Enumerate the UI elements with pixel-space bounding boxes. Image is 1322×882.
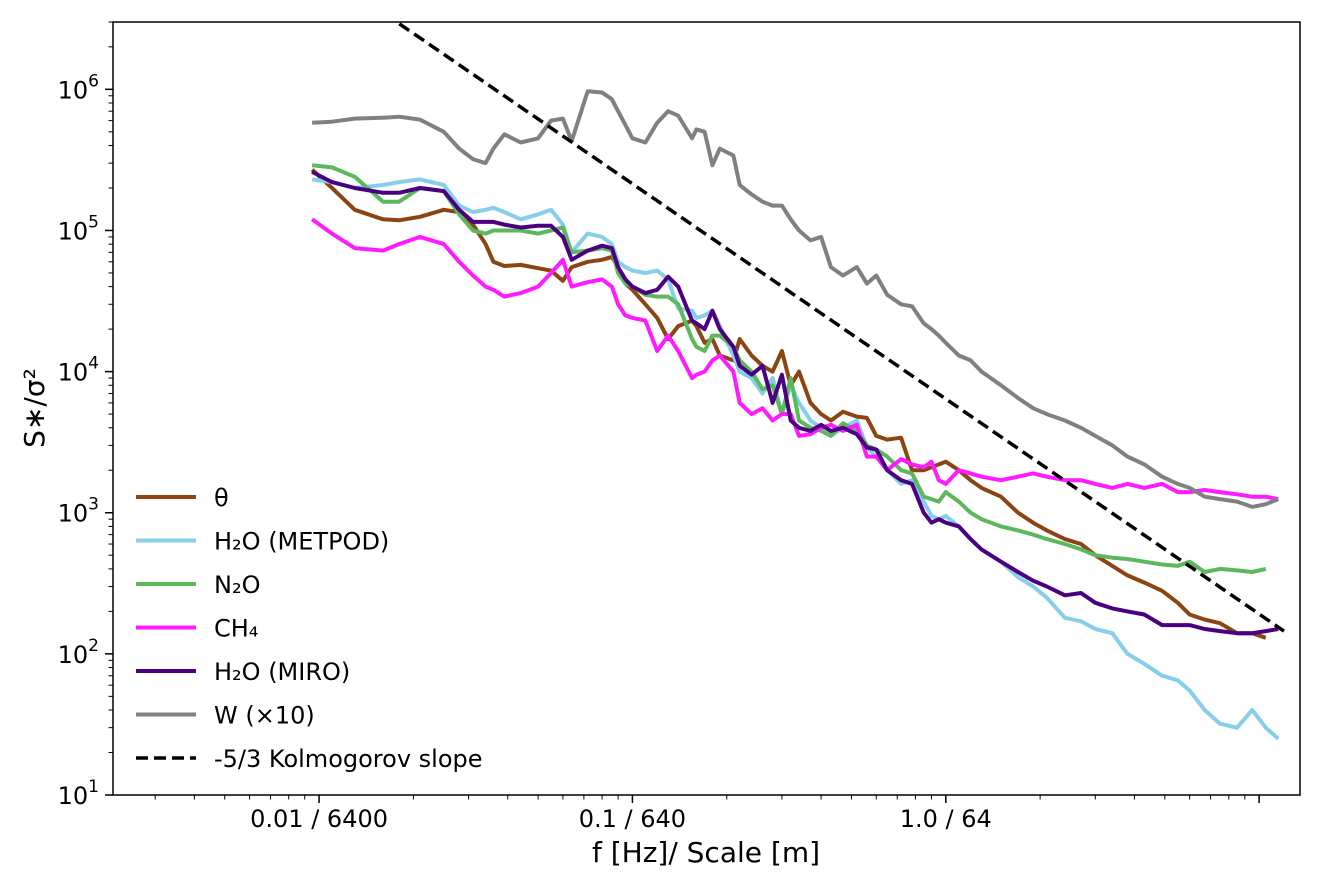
y-tick-label: 105	[58, 212, 99, 245]
y-tick-label: 101	[58, 777, 99, 810]
y-tick-label: 102	[58, 636, 99, 669]
legend-entry-label: H₂O (METPOD)	[214, 528, 389, 556]
series-line-3	[310, 217, 1279, 502]
series-line-5	[311, 89, 1279, 509]
y-tick-label: 104	[58, 354, 99, 387]
x-axis-label: f [Hz]/ Scale [m]	[592, 836, 820, 869]
tick-layer: 0.01 / 6400 0.1 / 640 1.0 / 64 101 102 103 104…	[58, 21, 1260, 833]
series-line-0	[310, 168, 1267, 640]
plot-area	[113, 22, 1300, 795]
series-layer	[310, 22, 1285, 741]
legend-entry-label: N₂O	[214, 571, 260, 599]
y-axis-label: S∗/σ²	[18, 368, 51, 448]
legend-entry-label: H₂O (MIRO)	[214, 658, 350, 686]
plot-frame	[112, 21, 1301, 796]
legend-entry-label: -5/3 Kolmogorov slope	[214, 745, 483, 773]
legend: θ H₂O (METPOD) N₂O CH₄ H₂O (MIRO) W (×10) -5/3…	[136, 484, 483, 773]
x-tick-label: 1.0 / 64	[900, 805, 992, 833]
series-line-6	[393, 22, 1285, 633]
series-line-4	[311, 170, 1279, 636]
y-tick-label: 103	[58, 495, 99, 528]
x-tick-label: 0.1 / 640	[579, 805, 686, 833]
y-tick-label: 106	[58, 71, 99, 104]
legend-entry-label: CH₄	[214, 615, 258, 643]
legend-entry-label: W (×10)	[214, 702, 315, 730]
x-tick-label: 0.01 / 6400	[250, 805, 388, 833]
legend-entry-label: θ	[214, 484, 229, 512]
